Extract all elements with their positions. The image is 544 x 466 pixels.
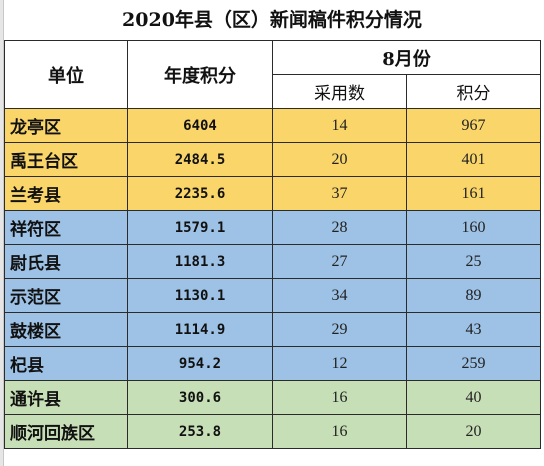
adopted-count-cell[interactable]: 37 [272,176,407,211]
unit-cell[interactable]: 杞县 [4,346,128,381]
month-score-cell[interactable]: 161 [406,176,541,211]
unit-cell[interactable]: 通许县 [4,380,128,415]
header-annual-score[interactable]: 年度积分 [127,40,273,109]
month-score-cell[interactable]: 25 [406,244,541,279]
unit-cell[interactable]: 顺河回族区 [4,414,128,449]
annual-score-cell[interactable]: 1114.9 [127,312,273,347]
month-score-cell[interactable]: 89 [406,278,541,313]
adopted-count-cell[interactable]: 29 [272,312,407,347]
unit-cell[interactable]: 祥符区 [4,210,128,245]
annual-score-cell[interactable]: 253.8 [127,414,273,449]
month-score-cell[interactable]: 43 [406,312,541,347]
adopted-count-cell[interactable]: 16 [272,414,407,449]
header-unit[interactable]: 单位 [4,40,128,109]
table-title: 2020年县（区）新闻稿件积分情况 [122,9,422,31]
annual-score-cell[interactable]: 2235.6 [127,176,273,211]
table-row: 通许县 300.6 16 40 [4,380,541,415]
annual-score-cell[interactable]: 954.2 [127,346,273,381]
unit-cell[interactable]: 示范区 [4,278,128,313]
adopted-count-cell[interactable]: 27 [272,244,407,279]
unit-cell[interactable]: 尉氏县 [4,244,128,279]
month-score-cell[interactable]: 160 [406,210,541,245]
annual-score-cell[interactable]: 1579.1 [127,210,273,245]
unit-cell[interactable]: 禹王台区 [4,142,128,177]
table-row: 尉氏县 1181.3 27 25 [4,244,541,279]
table-row: 杞县 954.2 12 259 [4,346,541,381]
adopted-count-cell[interactable]: 34 [272,278,407,313]
header-month-group[interactable]: 8月份 [272,40,541,75]
annual-score-cell[interactable]: 1130.1 [127,278,273,313]
adopted-count-cell[interactable]: 20 [272,142,407,177]
annual-score-cell[interactable]: 2484.5 [127,142,273,177]
table-row: 禹王台区 2484.5 20 401 [4,142,541,177]
adopted-count-cell[interactable]: 16 [272,380,407,415]
month-score-cell[interactable]: 20 [406,414,541,449]
month-score-cell[interactable]: 259 [406,346,541,381]
adopted-count-cell[interactable]: 28 [272,210,407,245]
header-adopted-count[interactable]: 采用数 [272,74,407,109]
annual-score-cell[interactable]: 1181.3 [127,244,273,279]
row-gutter [0,0,4,466]
table-row: 示范区 1130.1 34 89 [4,278,541,313]
unit-cell[interactable]: 鼓楼区 [4,312,128,347]
table-row: 鼓楼区 1114.9 29 43 [4,312,541,347]
table-row: 龙亭区 6404 14 967 [4,108,541,143]
score-table: 单位 年度积分 8月份 采用数 积分 龙亭区 6404 14 967 禹王台区 2484.… [4,40,541,449]
month-score-cell[interactable]: 401 [406,142,541,177]
adopted-count-cell[interactable]: 14 [272,108,407,143]
adopted-count-cell[interactable]: 12 [272,346,407,381]
annual-score-cell[interactable]: 300.6 [127,380,273,415]
month-score-cell[interactable]: 40 [406,380,541,415]
table-row: 祥符区 1579.1 28 160 [4,210,541,245]
table-body: 龙亭区 6404 14 967 禹王台区 2484.5 20 401 兰考县 2235.6 37 16… [4,108,541,449]
month-score-cell[interactable]: 967 [406,108,541,143]
header-row-1: 单位 年度积分 8月份 [4,40,541,109]
table-row: 顺河回族区 253.8 16 20 [4,414,541,449]
unit-cell[interactable]: 兰考县 [4,176,128,211]
table-row: 兰考县 2235.6 37 161 [4,176,541,211]
unit-cell[interactable]: 龙亭区 [4,108,128,143]
header-score[interactable]: 积分 [406,74,541,109]
annual-score-cell[interactable]: 6404 [127,108,273,143]
